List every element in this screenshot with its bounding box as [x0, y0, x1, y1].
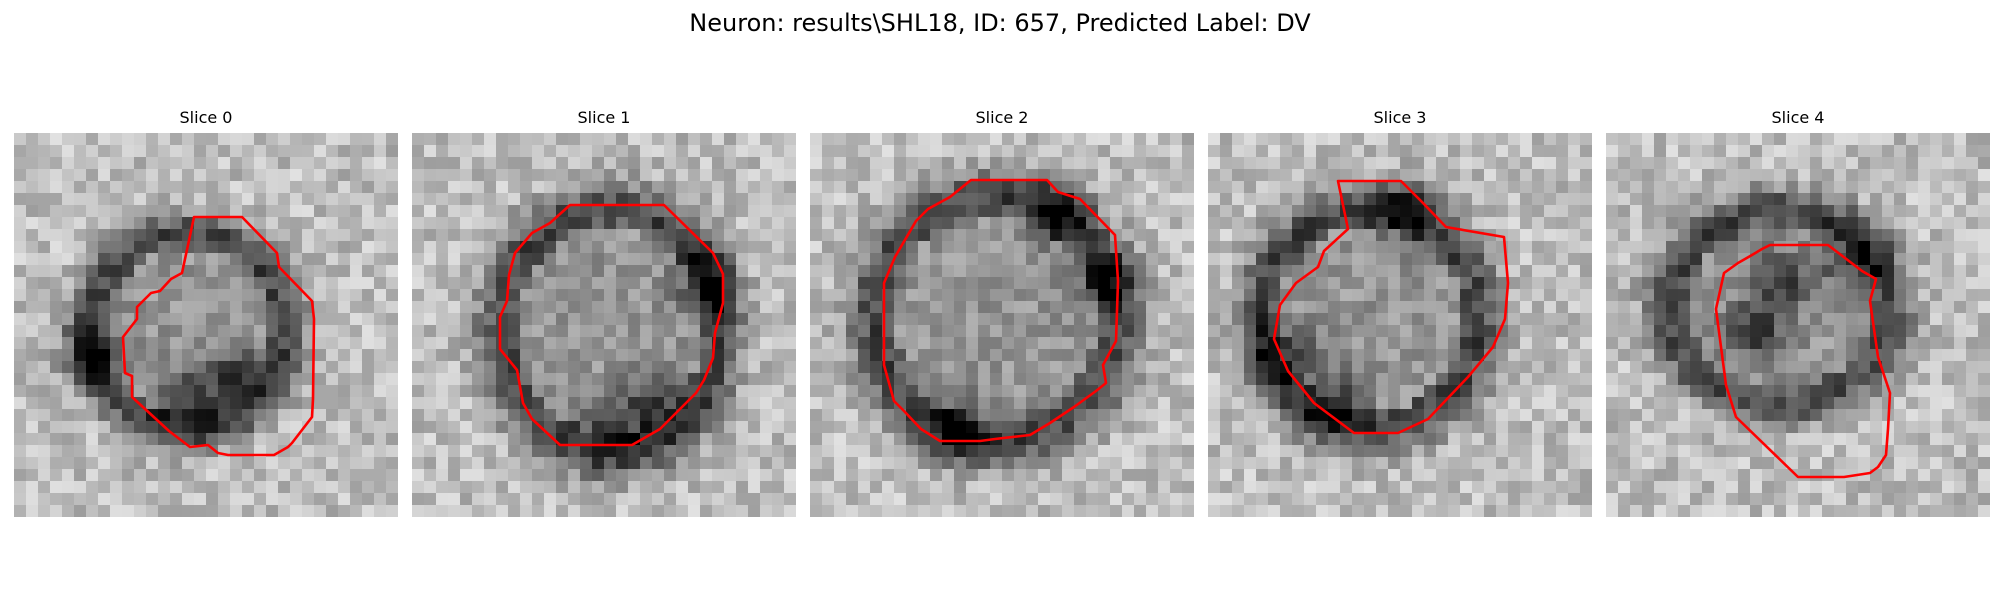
roi-contour [498, 203, 725, 447]
slice-image [1606, 133, 1990, 517]
figure-title: Neuron: results\SHL18, ID: 657, Predicte… [689, 9, 1311, 37]
slice-title: Slice 1 [577, 108, 631, 127]
slice-title: Slice 3 [1373, 108, 1427, 127]
slice-image [412, 133, 796, 517]
grayscale-patch [1606, 133, 1990, 517]
roi-contour [882, 178, 1120, 443]
roi-contour [1272, 179, 1510, 435]
slice-title: Slice 4 [1771, 108, 1825, 127]
slice-panel-0: Slice 0 [14, 108, 398, 517]
slice-panel-4: Slice 4 [1606, 108, 1990, 517]
slice-title: Slice 0 [179, 108, 233, 127]
slice-panel-2: Slice 2 [810, 108, 1194, 517]
slice-image [810, 133, 1194, 517]
grayscale-patch [412, 133, 796, 517]
grayscale-patch [1208, 133, 1592, 517]
slice-title: Slice 2 [975, 108, 1029, 127]
roi-contour [1714, 243, 1892, 479]
grayscale-patch [14, 133, 398, 517]
slice-image [14, 133, 398, 517]
roi-contour [121, 215, 316, 457]
grayscale-patch [810, 133, 1194, 517]
slice-image [1208, 133, 1592, 517]
slice-panel-1: Slice 1 [412, 108, 796, 517]
slice-panel-3: Slice 3 [1208, 108, 1592, 517]
